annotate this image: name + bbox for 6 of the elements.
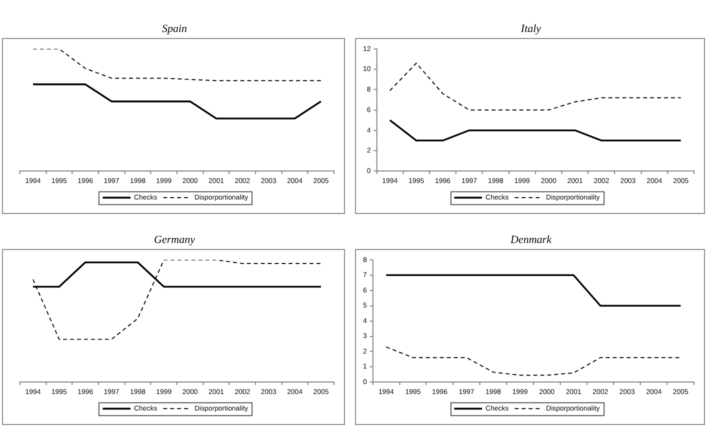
chart-title: Germany — [153, 232, 196, 248]
chart-title: Denmark — [510, 232, 553, 248]
chart-title: Italy — [520, 22, 542, 37]
line-series — [389, 62, 682, 110]
chart-title: Spain — [160, 22, 188, 37]
line-series — [386, 346, 682, 376]
